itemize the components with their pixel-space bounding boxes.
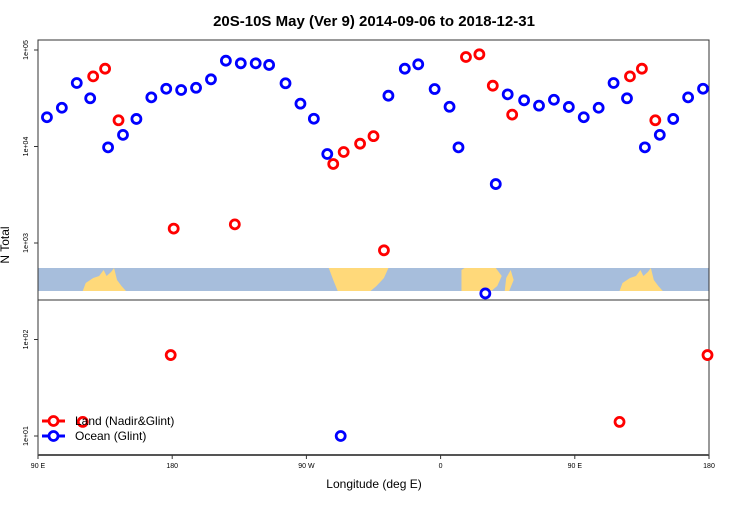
ocean-point — [145, 91, 158, 104]
x-tick-label: 180 — [166, 463, 178, 470]
y-axis-label: N Total — [0, 226, 12, 263]
land-area — [82, 268, 126, 291]
ocean-point — [443, 100, 456, 113]
x-axis-label: Longitude (deg E) — [326, 477, 421, 491]
ocean-point — [263, 59, 276, 71]
land-point — [613, 415, 626, 428]
ocean-point — [279, 77, 292, 90]
ocean-point — [382, 89, 395, 102]
ocean-point — [70, 77, 83, 89]
ocean-point — [130, 113, 143, 125]
ocean-point — [452, 141, 465, 154]
land-area — [619, 268, 663, 291]
ocean-point — [398, 62, 411, 75]
ocean-point — [160, 82, 173, 95]
y-axis: 1e+01 1e+02 1e+03 1e+04 1e+05 — [23, 40, 38, 446]
ocean-point — [175, 84, 188, 96]
land-area — [328, 268, 389, 291]
land-point — [367, 130, 380, 143]
ocean-point — [607, 77, 620, 89]
ocean-point — [294, 97, 307, 110]
ocean-point — [577, 111, 590, 124]
land-point — [87, 70, 100, 83]
map-strip — [38, 268, 709, 291]
land-point — [378, 244, 390, 257]
x-tick-label: 90 W — [298, 463, 315, 470]
ocean-point — [219, 54, 232, 67]
ocean-point — [621, 92, 633, 105]
legend: Land (Nadir&Glint)Ocean (Glint) — [42, 414, 174, 443]
ocean-point — [562, 101, 575, 113]
land-point — [354, 137, 366, 150]
y-tick-label: 1e+02 — [23, 330, 30, 350]
ocean-point — [234, 57, 247, 70]
ocean-point — [84, 92, 97, 105]
ocean-point — [321, 148, 334, 160]
ocean-point — [489, 178, 502, 190]
ocean-point — [682, 91, 695, 104]
land-point — [76, 415, 89, 428]
land-point — [228, 218, 241, 231]
ocean-point — [117, 128, 129, 141]
ocean-point — [697, 82, 709, 95]
land-point — [337, 146, 350, 158]
land-point — [460, 51, 472, 63]
legend-marker — [47, 430, 60, 442]
x-tick-label: 90 E — [568, 463, 583, 470]
land-point — [701, 349, 714, 361]
data-points — [41, 48, 714, 442]
y-tick-label: 1e+03 — [23, 233, 30, 253]
legend-label: Ocean (Glint) — [75, 429, 146, 443]
ocean-point — [533, 99, 545, 112]
ocean-point — [548, 93, 560, 106]
ocean-point — [412, 58, 425, 71]
x-tick-label: 0 — [439, 463, 443, 470]
ocean-point — [41, 111, 53, 124]
land-point — [112, 114, 125, 127]
plot-border — [37, 39, 710, 456]
ocean-point — [667, 113, 680, 125]
land-point — [649, 114, 662, 127]
y-tick-label: 1e+05 — [23, 40, 30, 60]
ocean-point — [479, 287, 492, 300]
land-point — [486, 79, 499, 92]
land-point — [164, 349, 177, 361]
ocean-point — [249, 57, 262, 70]
ocean-point — [190, 81, 202, 94]
ocean-point — [307, 112, 320, 125]
chart-title: 20S-10S May (Ver 9) 2014-09-06 to 2018-1… — [213, 13, 535, 30]
ocean-point — [55, 101, 68, 114]
ocean-point — [334, 430, 347, 442]
x-axis: 90 E 180 90 W 0 90 E 180 — [31, 455, 715, 470]
x-tick-label: 180 — [703, 463, 715, 470]
ocean-point — [102, 141, 114, 154]
legend-label: Land (Nadir&Glint) — [75, 414, 174, 428]
ocean-point — [518, 94, 531, 107]
land-point — [167, 222, 180, 235]
land-point — [506, 108, 519, 121]
land-point — [473, 48, 486, 61]
ocean-point — [501, 88, 514, 101]
land-point — [99, 62, 111, 75]
land-point — [327, 158, 340, 170]
ocean-point — [653, 128, 666, 141]
land-point — [636, 62, 648, 75]
ocean-point — [638, 141, 651, 154]
land-area — [504, 270, 514, 291]
land-point — [624, 70, 636, 83]
y-tick-label: 1e+04 — [23, 137, 30, 157]
plot-frame — [37, 39, 710, 456]
ocean-point — [592, 101, 605, 114]
ocean-point — [428, 83, 441, 95]
legend-marker — [47, 415, 60, 427]
y-tick-label: 1e+01 — [23, 426, 30, 446]
land-area — [461, 268, 502, 291]
x-tick-label: 90 E — [31, 463, 46, 470]
ocean-point — [205, 73, 217, 86]
